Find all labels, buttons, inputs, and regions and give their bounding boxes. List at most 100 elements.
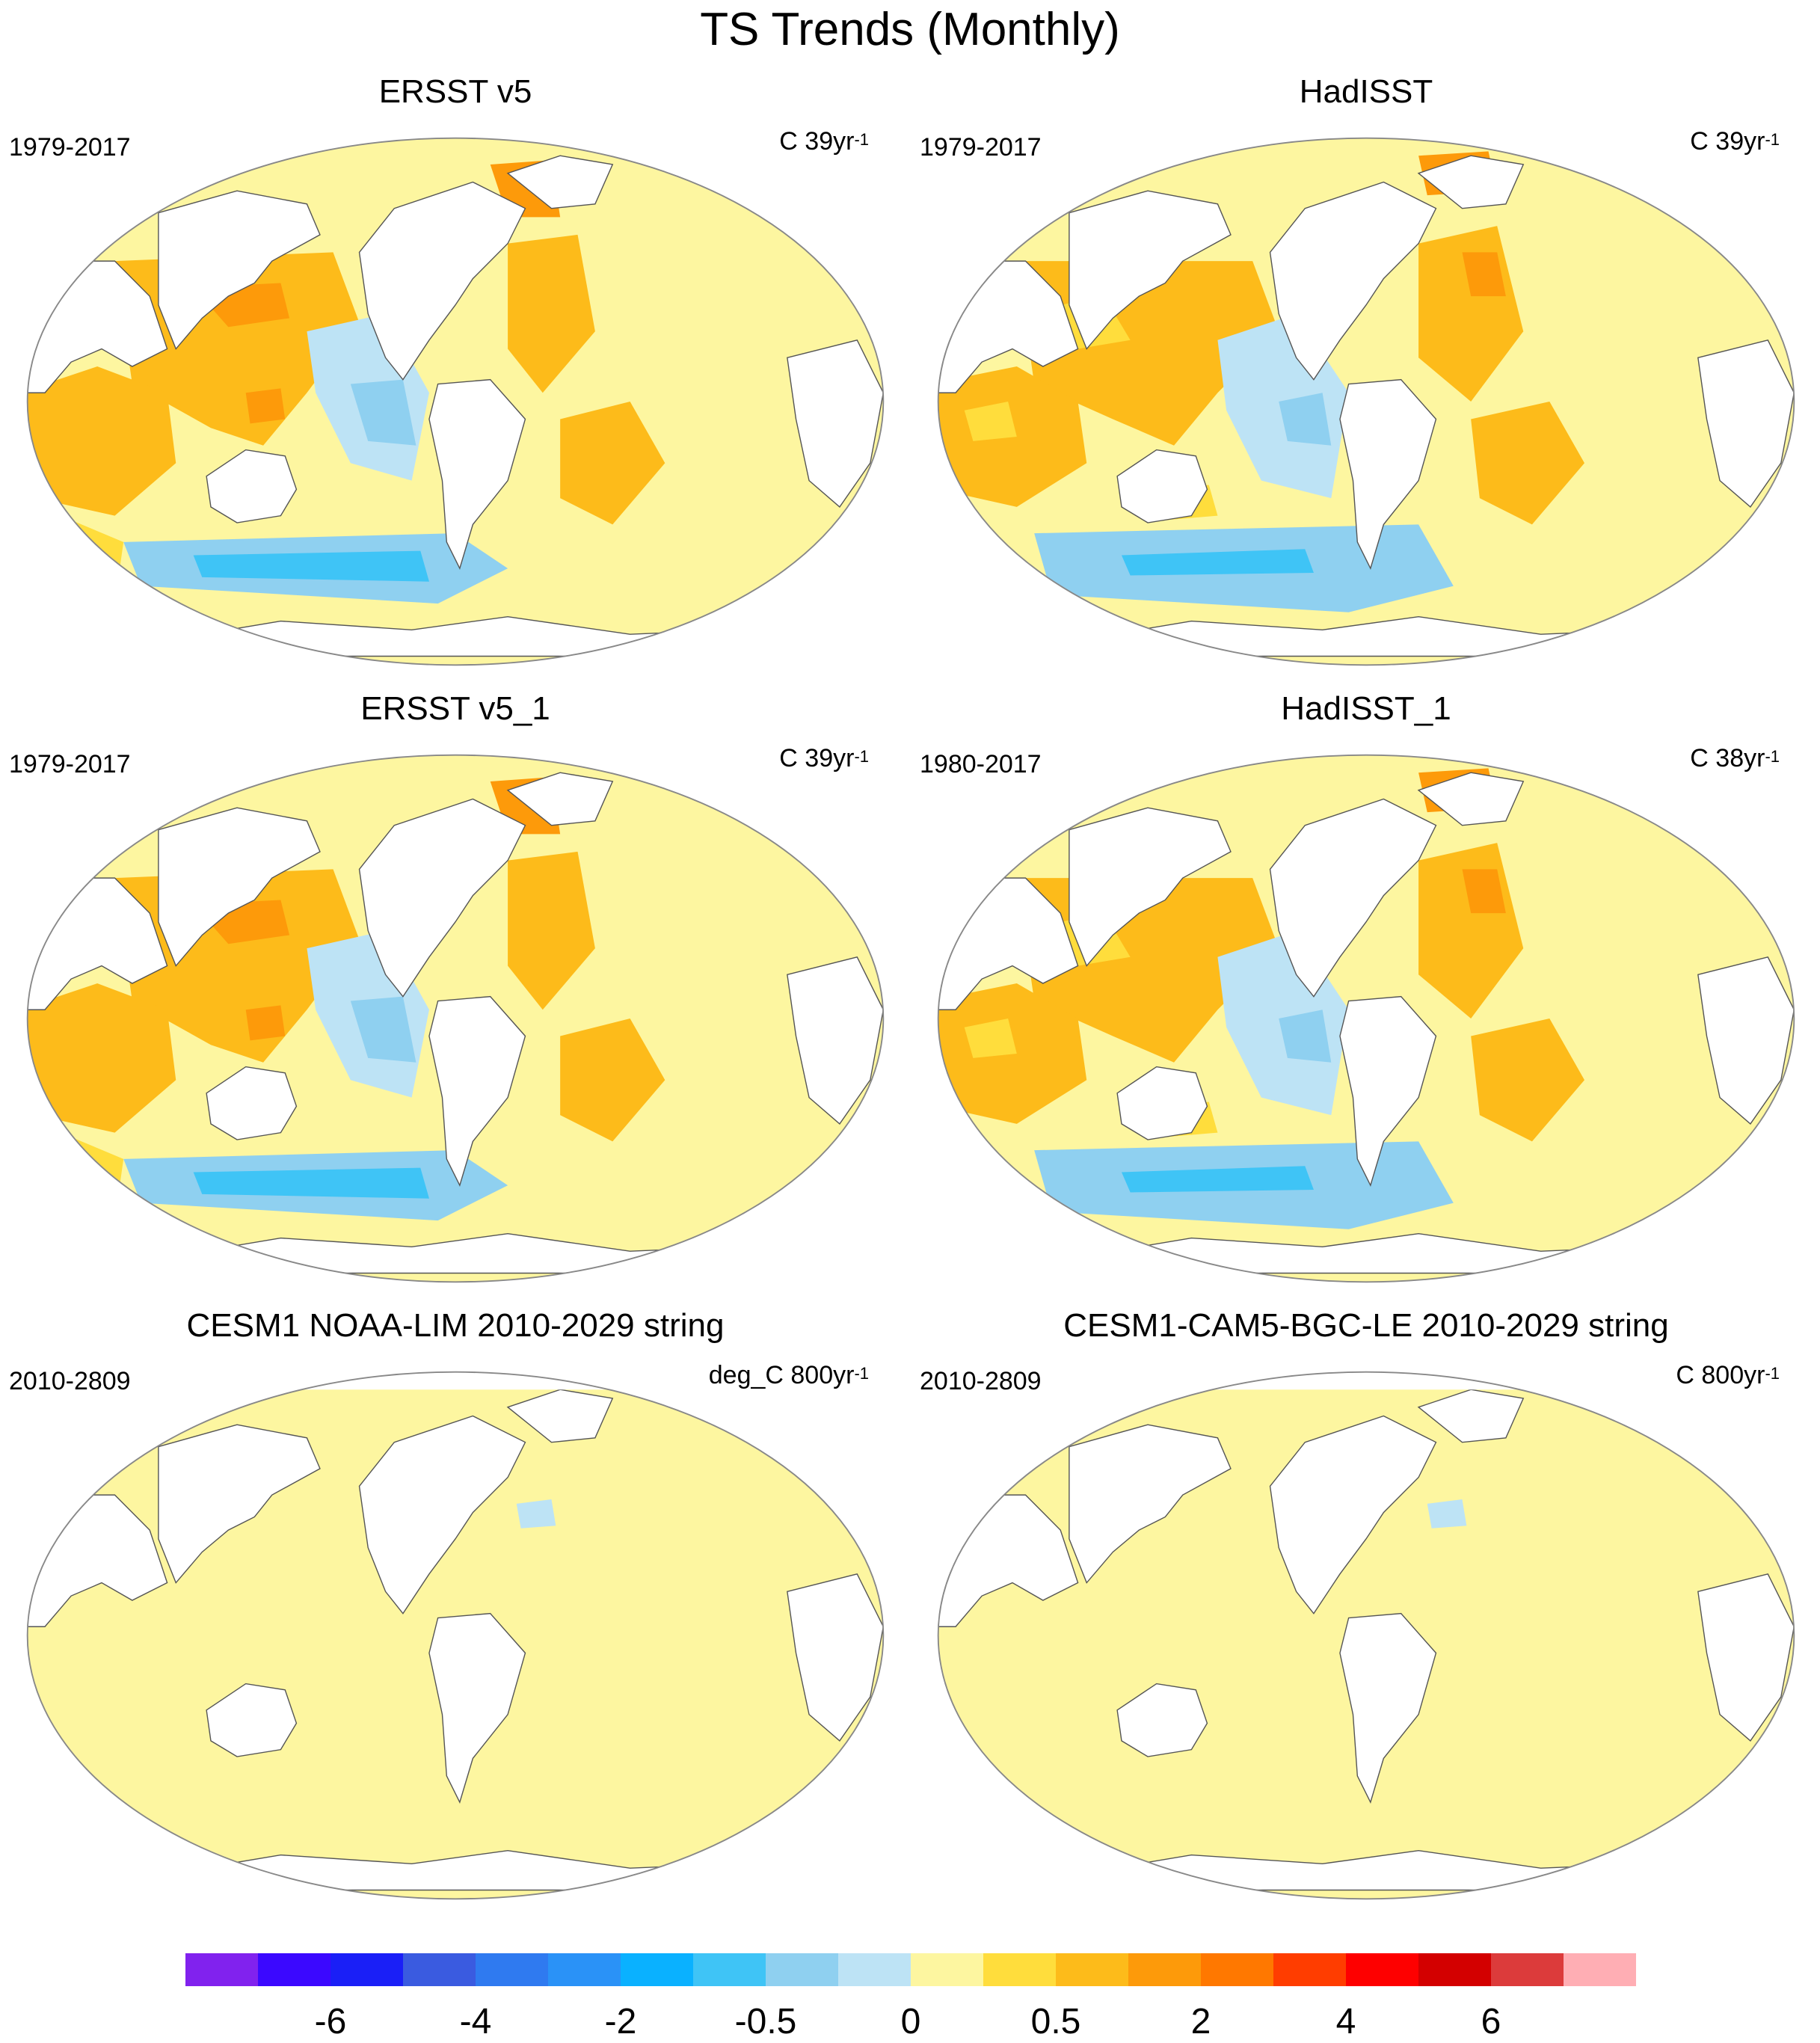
no-data-region — [27, 1371, 884, 1390]
map-hadisst1 — [937, 754, 1795, 1283]
trend-contour — [1471, 402, 1584, 525]
trend-contour — [1279, 393, 1332, 446]
colorbar-swatch — [185, 1953, 259, 1986]
continent-namerica — [358, 798, 526, 998]
continent-africa — [1697, 1573, 1795, 1742]
trend-contour — [508, 234, 595, 393]
map-outline — [26, 137, 885, 666]
period-label: 1980-2017 — [920, 750, 1042, 778]
no-data-region — [938, 1371, 1795, 1390]
trend-contour — [560, 1019, 665, 1142]
colorbar-swatch — [258, 1953, 331, 1986]
units-label: deg_C 800yr-1 — [708, 1361, 869, 1389]
colorbar — [185, 1953, 1636, 1986]
map-outline — [937, 1371, 1795, 1900]
trend-contour — [193, 550, 429, 582]
continent-africa — [787, 956, 884, 1125]
panel-title: HadISST_1 — [1281, 690, 1451, 727]
continent-asiaE — [1069, 1424, 1232, 1584]
continent-asiaE — [158, 1424, 321, 1584]
trend-contour — [508, 851, 595, 1010]
continent-samerica — [428, 378, 526, 571]
colorbar-tick-label: 6 — [1481, 2002, 1501, 2042]
map-outline — [937, 754, 1795, 1283]
continent-asiaE — [158, 190, 321, 350]
trend-contour — [123, 764, 167, 790]
period-label: 2010-2809 — [920, 1367, 1042, 1395]
colorbar-swatch — [1128, 1953, 1202, 1986]
colorbar-swatch — [838, 1953, 911, 1986]
map-cesm-lim — [26, 1371, 885, 1900]
trend-contour — [123, 147, 167, 173]
colorbar-swatch — [1201, 1953, 1274, 1986]
continent-greenland — [506, 772, 614, 826]
map-ersst1 — [26, 754, 885, 1283]
trend-contour — [1471, 1019, 1584, 1142]
trend-contour — [560, 402, 665, 525]
continent-australia — [1116, 1066, 1208, 1140]
trend-contour — [350, 379, 416, 446]
colorbar-tick-label: -2 — [604, 2002, 637, 2042]
colorbar-swatch — [911, 1953, 984, 1986]
continent-asiaE — [158, 807, 321, 967]
trend-contour — [1034, 145, 1113, 172]
panel-title: ERSST v5 — [378, 73, 532, 110]
trend-contour — [1121, 549, 1314, 576]
trend-contour — [245, 1005, 286, 1041]
panel-title: CESM1-CAM5-BGC-LE 2010-2029 string — [1063, 1307, 1669, 1344]
continent-africa — [1697, 339, 1795, 508]
continent-australia — [206, 1683, 298, 1757]
continent-greenland — [1417, 772, 1525, 826]
colorbar-swatch — [403, 1953, 476, 1986]
colorbar-swatch — [1564, 1953, 1636, 1986]
continent-samerica — [428, 1612, 526, 1804]
colorbar-swatch — [476, 1953, 549, 1986]
colorbar-swatch — [693, 1953, 766, 1986]
continent-samerica — [428, 995, 526, 1188]
trend-contour — [1121, 1166, 1314, 1193]
map-outline — [26, 1371, 885, 1900]
colorbar-swatch — [621, 1953, 694, 1986]
period-label: 1979-2017 — [9, 750, 131, 778]
continent-asiaE — [1069, 807, 1232, 967]
colorbar-swatch — [1418, 1953, 1492, 1986]
map-ersst — [26, 137, 885, 666]
colorbar-swatch — [983, 1953, 1057, 1986]
trend-contour — [1279, 1010, 1332, 1063]
colorbar-tick-label: 4 — [1335, 2002, 1356, 2042]
trend-contour — [245, 388, 286, 424]
continent-namerica — [1269, 798, 1437, 998]
units-label: C 39yr-1 — [779, 127, 869, 156]
units-label: C 39yr-1 — [1690, 127, 1780, 156]
colorbar-swatch — [1273, 1953, 1347, 1986]
colorbar-tick-label: 2 — [1190, 2002, 1211, 2042]
panel-title: ERSST v5_1 — [360, 690, 550, 727]
colorbar-swatch — [1346, 1953, 1419, 1986]
map-outline — [937, 137, 1795, 666]
continent-australia — [206, 1066, 298, 1140]
units-label: C 39yr-1 — [779, 744, 869, 772]
map-hadisst — [937, 137, 1795, 666]
trend-contour — [1427, 1499, 1467, 1529]
map-outline — [26, 754, 885, 1283]
continent-australia — [1116, 449, 1208, 523]
continent-samerica — [1339, 378, 1437, 571]
continent-africa — [787, 339, 884, 508]
panel-title: CESM1 NOAA-LIM 2010-2029 string — [186, 1307, 725, 1344]
continent-samerica — [1339, 995, 1437, 1188]
trend-contour — [964, 1019, 1017, 1058]
continent-namerica — [358, 1415, 526, 1615]
trend-contour — [1034, 762, 1113, 789]
continent-africa — [787, 1573, 884, 1742]
trend-contour — [27, 983, 176, 1133]
colorbar-tick-label: -6 — [314, 2002, 347, 2042]
continent-namerica — [358, 181, 526, 381]
trend-contour — [1462, 252, 1506, 297]
continent-africa — [1697, 956, 1795, 1125]
trend-contour — [350, 996, 416, 1063]
trend-contour — [516, 1499, 556, 1529]
continent-namerica — [1269, 1415, 1437, 1615]
continent-greenland — [506, 155, 614, 209]
colorbar-tick-label: 0.5 — [1030, 2002, 1081, 2042]
trend-contour — [964, 402, 1017, 441]
